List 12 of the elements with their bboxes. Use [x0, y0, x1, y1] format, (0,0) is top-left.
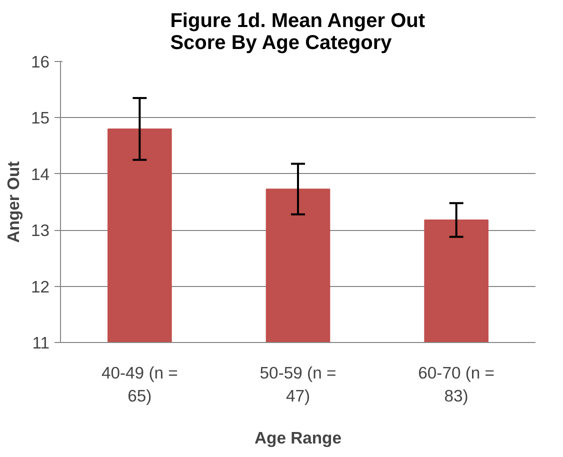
x-tick-label: 40-49 (n = 65): [101, 364, 178, 406]
y-tick-label: 13: [30, 221, 50, 240]
x-tick-label: 60-70 (n = 83): [418, 364, 495, 406]
chart-title: Figure 1d. Mean Anger Out Score By Age Category: [170, 10, 426, 54]
y-tick-label: 12: [30, 277, 50, 296]
y-tick-label: 15: [30, 108, 50, 128]
x-tick-label: 50-59 (n = 47): [260, 364, 336, 406]
y-tick-label: 11: [32, 334, 50, 352]
y-tick-label: 16: [30, 52, 50, 72]
y-tick-label: 14: [30, 164, 50, 184]
y-axis-title: Anger Out: [4, 160, 23, 243]
x-axis-title: Age Range: [254, 428, 342, 448]
